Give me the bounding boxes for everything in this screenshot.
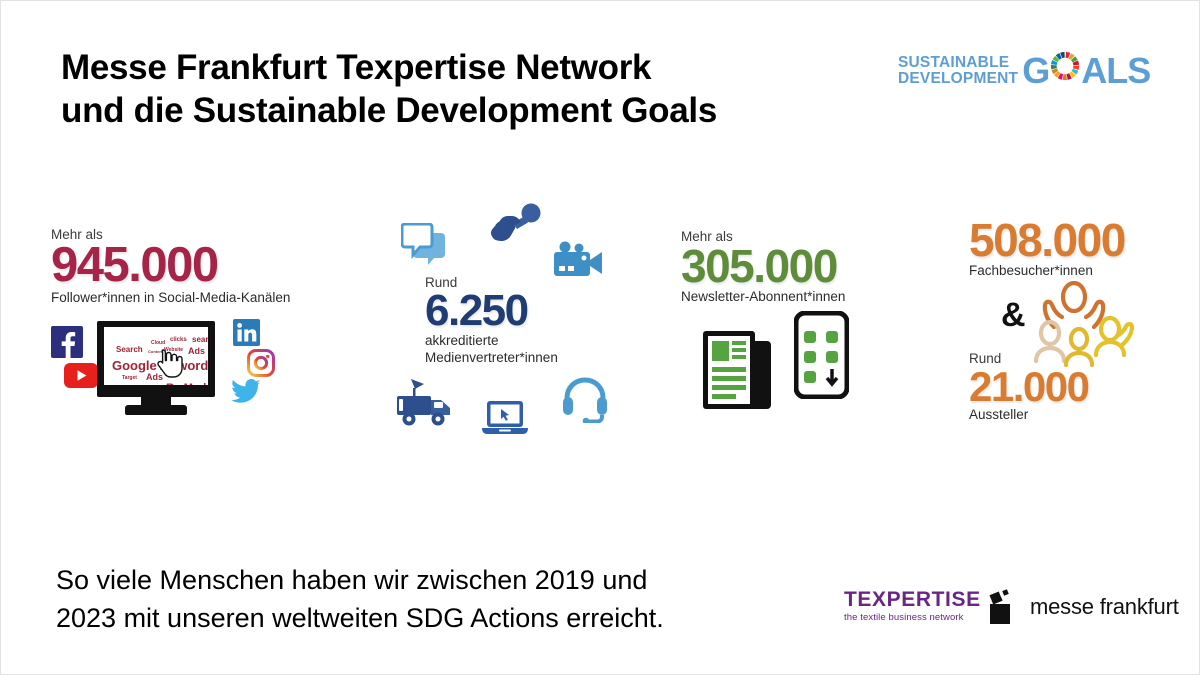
word-cloud-term: Re-Marketing bbox=[166, 382, 208, 385]
stat-block-social-followers: Mehr als 945.000 Follower*innen in Socia… bbox=[51, 227, 290, 306]
messe-frankfurt-wordmark: messe frankfurt bbox=[1030, 594, 1179, 619]
footer-line-1: So viele Menschen haben wir zwischen 201… bbox=[56, 565, 648, 595]
linkedin-icon bbox=[233, 319, 260, 351]
stat-caption-line-2: Medienvertreter*innen bbox=[425, 350, 558, 366]
sdg-wordmark: SUSTAINABLE DEVELOPMENT bbox=[898, 53, 1019, 87]
stat-value: 508.000 bbox=[969, 214, 1126, 266]
sdg-color-wheel-icon bbox=[1048, 49, 1082, 92]
stat-prefix: Mehr als bbox=[51, 227, 103, 242]
texpertise-wordmark: TEXPERTISE bbox=[844, 588, 981, 611]
headset-icon bbox=[561, 375, 609, 428]
stat-value: 21.000 bbox=[969, 363, 1090, 411]
laptop-cursor-icon bbox=[481, 399, 529, 442]
stat-caption: Newsletter-Abonnent*innen bbox=[681, 288, 846, 304]
stat-caption-line-1: akkreditierte bbox=[425, 333, 499, 349]
word-cloud-term: Search bbox=[116, 345, 143, 354]
stat-block-newsletter-subscribers: Mehr als 305.000 Newsletter-Abonnent*inn… bbox=[681, 229, 845, 305]
sustainable-development-goals-logo: SUSTAINABLE DEVELOPMENT G bbox=[898, 49, 1151, 92]
chat-bubbles-icon bbox=[400, 222, 447, 280]
word-cloud-term: Ads bbox=[146, 372, 164, 382]
word-cloud-term: Content bbox=[148, 349, 164, 354]
broadcast-van-icon bbox=[393, 377, 457, 434]
stat-caption: Fachbesucher*innen bbox=[969, 262, 1093, 278]
page-title: Messe Frankfurt Texpertise Network und d… bbox=[61, 47, 717, 132]
stat-prefix: Rund bbox=[969, 351, 1002, 366]
stat-block-trade-visitors: 508.000 Fachbesucher*innen bbox=[969, 214, 1126, 279]
stat-caption: Follower*innen in Social-Media-Kanälen bbox=[51, 289, 291, 305]
sdg-goals-wordmark: G bbox=[1022, 49, 1151, 92]
hand-microphone-icon bbox=[485, 203, 543, 256]
stat-block-media-representatives: Rund 6.250 akkreditierte Medienvertreter… bbox=[425, 275, 558, 366]
ampersand-separator: & bbox=[1001, 296, 1026, 334]
stat-value: 305.000 bbox=[681, 240, 838, 293]
facebook-icon bbox=[51, 326, 83, 363]
youtube-icon bbox=[64, 363, 98, 393]
messe-frankfurt-logo: messe frankfurt bbox=[986, 589, 1179, 625]
stat-caption: Aussteller bbox=[969, 407, 1029, 423]
twitter-icon bbox=[231, 379, 261, 410]
people-cheering-icon bbox=[1018, 280, 1150, 382]
stat-value: 6.250 bbox=[425, 286, 529, 336]
cursor-hand-icon bbox=[157, 349, 183, 378]
texpertise-tagline: the textile business network bbox=[844, 612, 964, 623]
footer-statement: So viele Menschen haben wir zwischen 201… bbox=[56, 561, 664, 638]
footer-line-2: 2023 mit unseren weltweiten SDG Actions … bbox=[56, 603, 664, 634]
smartphone-apps-icon bbox=[793, 310, 850, 404]
word-cloud-term: Target bbox=[122, 375, 137, 381]
word-cloud-term: clicks bbox=[170, 337, 187, 343]
sdg-letter-g: G bbox=[1022, 49, 1050, 91]
word-cloud-term: search bbox=[192, 335, 208, 344]
word-cloud-term: Ads bbox=[188, 346, 206, 356]
cascading-squares-icon bbox=[986, 589, 1020, 625]
texpertise-logo: TEXPERTISE the textile business network bbox=[844, 589, 981, 623]
sdg-word-sustainable: SUSTAINABLE bbox=[898, 53, 1010, 71]
word-cloud-term: Website bbox=[164, 347, 184, 353]
newspaper-icon bbox=[701, 329, 773, 416]
stat-prefix: Rund bbox=[425, 275, 458, 290]
title-line-2: und die Sustainable Development Goals bbox=[61, 90, 717, 130]
title-line-1: Messe Frankfurt Texpertise Network bbox=[61, 48, 652, 87]
word-cloud-term: Cloud bbox=[151, 340, 166, 346]
instagram-icon bbox=[247, 349, 275, 382]
video-camera-icon bbox=[552, 241, 608, 284]
stat-prefix: Mehr als bbox=[681, 229, 733, 244]
stat-block-exhibitors: Rund 21.000 Aussteller bbox=[969, 351, 1090, 423]
sdg-word-development: DEVELOPMENT bbox=[898, 69, 1019, 87]
stat-value: 945.000 bbox=[51, 238, 219, 293]
sdg-letters-als: ALS bbox=[1081, 49, 1151, 91]
